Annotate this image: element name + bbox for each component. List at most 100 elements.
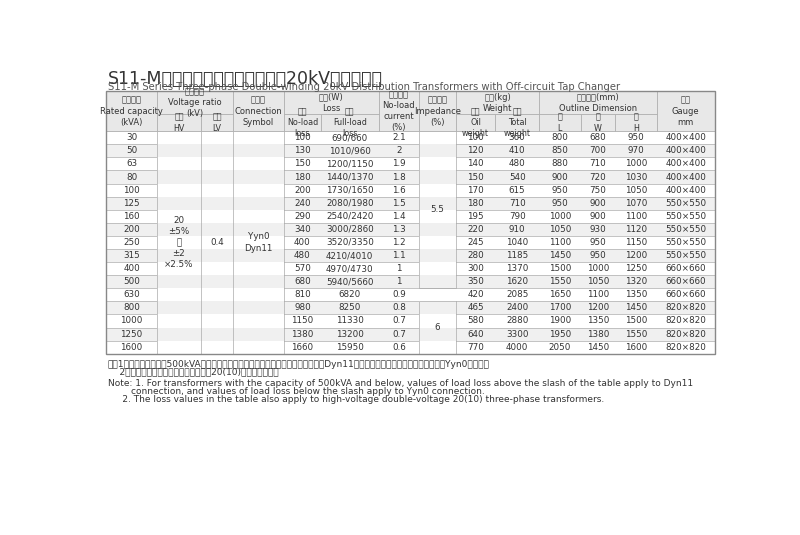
Text: 550×550: 550×550 <box>665 212 706 221</box>
Text: 750: 750 <box>590 186 606 195</box>
Text: 1700: 1700 <box>549 303 571 312</box>
Text: 0.4: 0.4 <box>210 238 224 247</box>
Bar <box>157 171 201 184</box>
Text: 980: 980 <box>294 303 311 312</box>
Text: 高压
HV: 高压 HV <box>174 113 185 133</box>
Text: 950: 950 <box>551 198 568 208</box>
Text: 1440/1370: 1440/1370 <box>326 172 374 181</box>
Text: 2540/2420: 2540/2420 <box>326 212 374 221</box>
Bar <box>419 184 456 197</box>
Text: 550×550: 550×550 <box>665 198 706 208</box>
Text: 660×660: 660×660 <box>666 291 706 299</box>
Bar <box>201 327 233 341</box>
Bar <box>419 301 456 354</box>
Bar <box>201 197 233 210</box>
Bar <box>419 91 456 131</box>
Bar <box>419 223 456 236</box>
Bar <box>321 114 378 131</box>
Text: 200: 200 <box>123 225 140 234</box>
Text: 2: 2 <box>396 147 402 155</box>
Text: 3520/3350: 3520/3350 <box>326 238 374 247</box>
Text: 245: 245 <box>467 238 484 247</box>
Bar <box>419 157 456 171</box>
Bar <box>106 171 714 184</box>
Text: 1100: 1100 <box>625 212 647 221</box>
Bar <box>106 275 714 288</box>
Text: 950: 950 <box>590 238 606 247</box>
Bar <box>419 131 456 144</box>
Text: 1100: 1100 <box>587 291 609 299</box>
Bar <box>233 275 284 288</box>
Bar <box>615 114 657 131</box>
Bar <box>201 114 233 131</box>
Text: 1450: 1450 <box>549 251 571 260</box>
Text: 1050: 1050 <box>625 186 647 195</box>
Text: 400: 400 <box>123 264 140 273</box>
Text: 空载电流
No-load
current
(%): 空载电流 No-load current (%) <box>382 90 415 132</box>
Text: 4970/4730: 4970/4730 <box>326 264 374 273</box>
Bar <box>233 197 284 210</box>
Text: 100: 100 <box>467 133 484 142</box>
Bar <box>106 327 714 341</box>
Text: 880: 880 <box>551 159 568 169</box>
Text: 720: 720 <box>590 172 606 181</box>
Bar <box>106 223 714 236</box>
Bar <box>201 184 233 197</box>
Text: 1500: 1500 <box>549 264 571 273</box>
Text: 1.5: 1.5 <box>392 198 406 208</box>
Bar <box>201 262 233 275</box>
Bar <box>201 249 233 262</box>
Text: 950: 950 <box>551 186 568 195</box>
Bar <box>419 275 456 288</box>
Text: 1900: 1900 <box>549 317 571 325</box>
Text: 480: 480 <box>509 159 526 169</box>
Bar <box>233 210 284 223</box>
Text: 400×400: 400×400 <box>666 186 706 195</box>
Text: 100: 100 <box>123 186 140 195</box>
Bar <box>106 91 157 131</box>
Text: 220: 220 <box>467 225 484 234</box>
Bar <box>201 341 233 354</box>
Bar <box>201 144 233 157</box>
Text: 5940/5660: 5940/5660 <box>326 277 374 286</box>
Text: 360: 360 <box>509 133 526 142</box>
Text: 1650: 1650 <box>549 291 571 299</box>
Bar <box>106 249 714 262</box>
Bar <box>201 157 233 171</box>
Text: 1.2: 1.2 <box>392 238 406 247</box>
Text: 195: 195 <box>467 212 484 221</box>
Text: 0.9: 0.9 <box>392 291 406 299</box>
Bar <box>233 171 284 184</box>
Bar <box>233 315 284 327</box>
Bar <box>106 288 714 301</box>
Text: 950: 950 <box>628 133 645 142</box>
Text: 615: 615 <box>509 186 526 195</box>
Text: 外型尺寸(mm)
Outline Dimension: 外型尺寸(mm) Outline Dimension <box>559 93 637 113</box>
Bar <box>106 315 714 327</box>
Text: 11330: 11330 <box>336 317 364 325</box>
Bar <box>233 131 284 144</box>
Text: 2.1: 2.1 <box>392 133 406 142</box>
Bar <box>419 210 456 223</box>
Bar <box>233 341 284 354</box>
Text: 690/660: 690/660 <box>332 133 368 142</box>
Text: 500: 500 <box>123 277 140 286</box>
Text: 4210/4010: 4210/4010 <box>326 251 374 260</box>
Text: 高
H: 高 H <box>633 113 639 133</box>
Text: 280: 280 <box>467 251 484 260</box>
Bar <box>201 131 233 144</box>
Text: 1200/1150: 1200/1150 <box>326 159 374 169</box>
Text: 100: 100 <box>294 133 311 142</box>
Text: 820×820: 820×820 <box>666 330 706 339</box>
Bar <box>157 315 201 327</box>
Text: 1000: 1000 <box>586 264 609 273</box>
Bar <box>157 131 201 354</box>
Text: 0.6: 0.6 <box>392 343 406 351</box>
Text: 1040: 1040 <box>506 238 528 247</box>
Text: 540: 540 <box>509 172 526 181</box>
Text: 1150: 1150 <box>291 317 314 325</box>
Bar <box>201 236 233 249</box>
Text: 420: 420 <box>467 291 484 299</box>
Text: 790: 790 <box>509 212 526 221</box>
Bar <box>456 114 495 131</box>
